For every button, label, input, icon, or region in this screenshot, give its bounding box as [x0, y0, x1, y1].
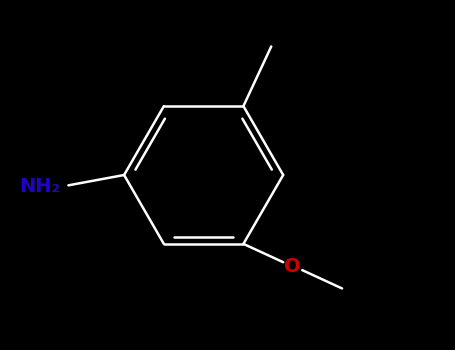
Text: NH₂: NH₂	[20, 177, 61, 196]
Text: O: O	[284, 257, 301, 276]
